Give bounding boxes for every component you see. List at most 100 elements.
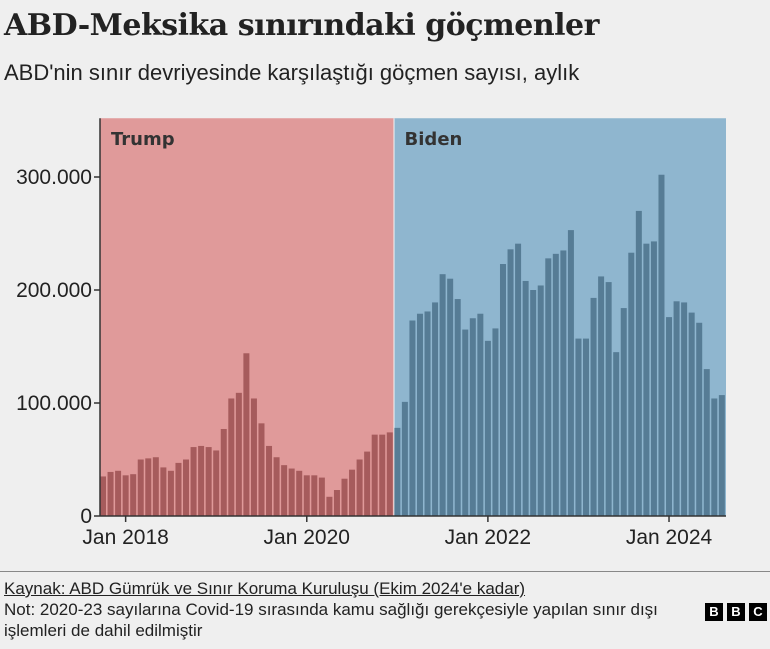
x-tick-label: Jan 2018 — [82, 526, 168, 549]
bar-2024-08 — [718, 395, 725, 516]
bar-2018-12 — [205, 447, 212, 516]
bbc-logo-letter: C — [749, 603, 767, 621]
bar-2018-02 — [130, 474, 137, 516]
bar-2019-06 — [250, 398, 257, 516]
bar-2022-04 — [507, 249, 514, 516]
bar-2021-04 — [416, 313, 423, 516]
bar-2021-07 — [439, 274, 446, 516]
bar-2021-03 — [409, 320, 416, 516]
bar-2018-04 — [145, 458, 152, 516]
bar-2022-05 — [515, 243, 522, 517]
bar-2022-02 — [492, 328, 499, 516]
period-label-trump: Trump — [111, 129, 175, 150]
bar-2019-01 — [213, 450, 220, 516]
bbc-logo: B B C — [705, 603, 767, 621]
bar-2021-08 — [447, 278, 454, 516]
x-tick-label: Jan 2022 — [445, 526, 531, 549]
bar-2023-11 — [650, 241, 657, 516]
bar-2020-09 — [364, 451, 371, 516]
bar-2021-01 — [394, 427, 401, 516]
period-label-biden: Biden — [405, 129, 463, 150]
bar-2020-07 — [349, 469, 356, 516]
bar-2023-02 — [583, 338, 590, 516]
chart-title: ABD-Meksika sınırındaki göçmenler — [4, 8, 599, 43]
bar-2019-04 — [235, 392, 242, 516]
footnote: Not: 2020-23 sayılarına Covid-19 sırasın… — [4, 600, 658, 640]
bar-2022-09 — [545, 258, 552, 516]
bar-2022-01 — [484, 340, 491, 516]
bar-2021-09 — [454, 299, 461, 516]
bar-2020-10 — [371, 434, 378, 516]
bar-2023-10 — [643, 243, 650, 517]
bar-2020-03 — [318, 477, 325, 516]
bar-2021-12 — [477, 313, 484, 516]
bar-2018-08 — [175, 462, 182, 516]
bar-2023-01 — [575, 338, 582, 516]
bar-2017-11 — [107, 471, 114, 516]
bar-2019-10 — [281, 465, 288, 516]
y-tick-label: 0 — [80, 505, 92, 528]
bar-2020-04 — [326, 496, 333, 516]
x-tick-label: Jan 2024 — [626, 526, 713, 549]
bar-2020-05 — [333, 490, 340, 516]
bar-2023-03 — [590, 297, 597, 516]
x-tick-label: Jan 2020 — [264, 526, 350, 549]
bar-2018-05 — [152, 457, 159, 516]
bar-2022-03 — [499, 264, 506, 516]
bar-2022-12 — [567, 230, 574, 517]
bar-2022-11 — [560, 250, 567, 516]
bar-2017-10 — [100, 476, 106, 516]
bar-2024-01 — [666, 317, 673, 516]
bar-2023-07 — [620, 308, 627, 516]
chart-subtitle: ABD'nin sınır devriyesinde karşılaştığı … — [4, 60, 580, 85]
bar-2021-10 — [462, 329, 469, 516]
bar-2019-11 — [288, 468, 295, 516]
bar-2019-05 — [243, 353, 250, 516]
bar-2018-11 — [198, 445, 205, 516]
y-tick-label: 300.000 — [16, 166, 92, 189]
source-link[interactable]: Kaynak: ABD Gümrük ve Sınır Koruma Kurul… — [4, 579, 526, 598]
bar-2024-07 — [711, 398, 718, 516]
y-tick-label: 200.000 — [16, 279, 92, 302]
bar-2024-04 — [688, 312, 695, 516]
bar-2020-02 — [311, 475, 318, 516]
bar-2022-06 — [522, 280, 529, 516]
bar-2021-11 — [469, 318, 476, 516]
bar-2018-10 — [190, 447, 197, 516]
bar-2023-09 — [635, 210, 642, 516]
bar-2022-10 — [552, 253, 559, 516]
bar-2024-06 — [703, 369, 710, 516]
bar-2023-12 — [658, 174, 665, 517]
bar-2024-03 — [681, 302, 688, 516]
bar-2019-09 — [273, 457, 280, 516]
bar-2020-01 — [303, 475, 310, 516]
bar-2023-08 — [628, 252, 635, 516]
bbc-logo-letter: B — [705, 603, 723, 621]
bar-2021-05 — [424, 311, 431, 516]
bar-2024-05 — [696, 322, 703, 516]
bar-2021-02 — [401, 401, 408, 516]
bar-2022-07 — [530, 290, 537, 516]
bar-2023-04 — [598, 276, 605, 516]
bar-2017-12 — [115, 470, 122, 516]
bar-2020-06 — [341, 478, 348, 516]
bar-2020-12 — [386, 432, 393, 516]
bar-2019-02 — [220, 428, 227, 516]
footer: Kaynak: ABD Gümrük ve Sınır Koruma Kurul… — [4, 578, 694, 641]
bar-2022-08 — [537, 285, 544, 516]
bar-2023-06 — [613, 352, 620, 516]
bar-2019-12 — [296, 470, 303, 516]
bar-2023-05 — [605, 282, 612, 516]
bar-2018-09 — [183, 459, 190, 516]
bar-2019-03 — [228, 398, 235, 516]
bar-2020-11 — [379, 434, 386, 516]
bar-2019-08 — [266, 445, 273, 516]
bar-chart: Trump Biden 0 100.000 200.000 300.000 Jan 2018… — [16, 118, 726, 549]
y-tick-label: 100.000 — [16, 392, 92, 415]
bar-2018-06 — [160, 467, 167, 516]
bar-2021-06 — [432, 302, 439, 516]
bbc-logo-letter: B — [727, 603, 745, 621]
bar-2024-02 — [673, 301, 680, 516]
bar-2018-01 — [122, 475, 129, 516]
bar-2020-08 — [356, 459, 363, 516]
